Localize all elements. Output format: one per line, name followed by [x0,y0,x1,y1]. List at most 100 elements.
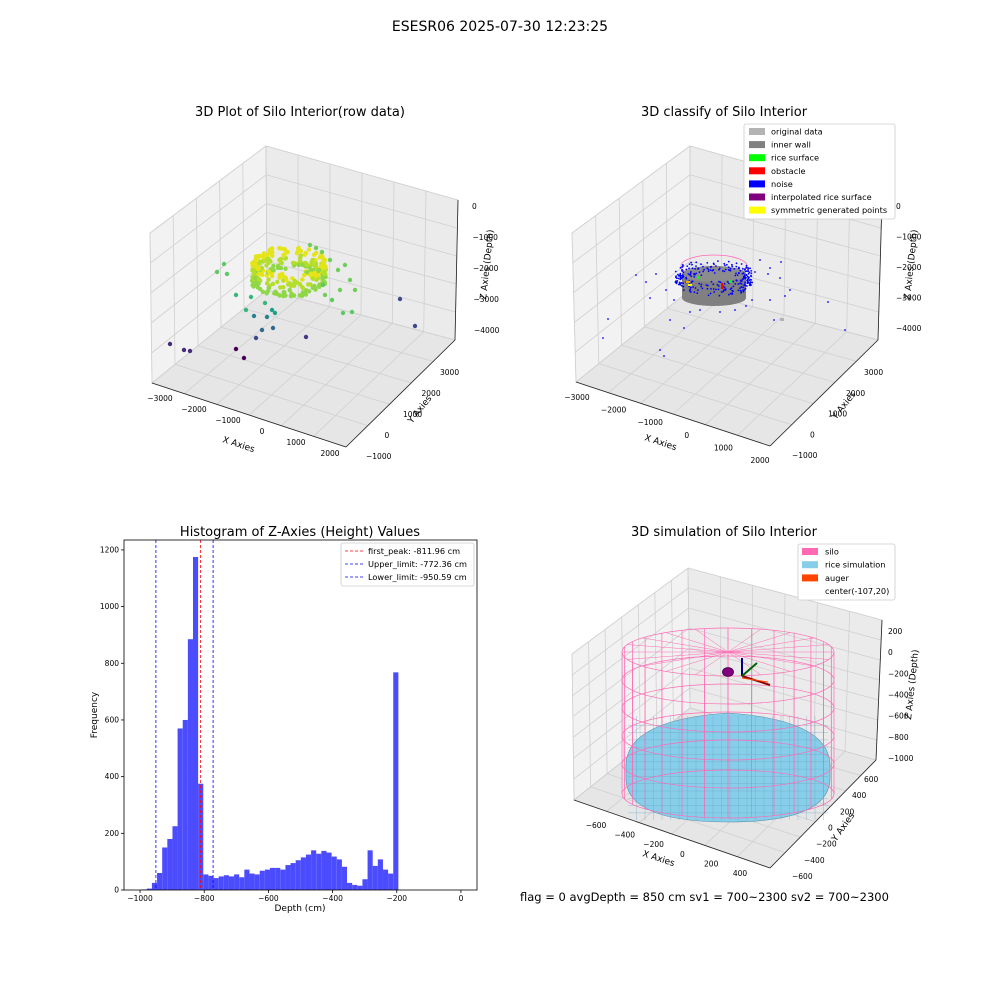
data-point [321,271,327,276]
noise-point [680,284,683,287]
histogram-bar [357,885,363,890]
noise-point [740,263,743,265]
noise-point [724,268,727,271]
noise-point [737,283,740,285]
data-point [287,281,292,286]
data-point [252,275,257,280]
noise-point [713,263,715,266]
z-tick-label: −4000 [896,324,922,333]
noise-point [691,263,693,266]
grid-line [640,306,753,404]
data-point [318,264,324,269]
grid-line [618,198,622,346]
data-point [302,272,307,278]
data-point [259,327,265,333]
legend-label: symmetric generated points [771,205,887,215]
data-point [268,259,273,264]
x-tick-label: 1000 [714,443,733,452]
data-point [256,281,261,286]
histogram-bar [352,884,358,890]
noise-point [773,319,775,321]
silo-roof-spoke [627,644,729,653]
data-point [347,277,353,283]
histogram-legend: first_peak: -811.96 cm Upper_limit: -772.… [340,542,475,587]
data-point [270,325,276,331]
silo-roof-spoke [642,637,729,653]
noise-point [688,267,690,270]
panel-raw-title: 3D Plot of Silo Interior(row data) [195,105,405,120]
z-axis-line [454,199,459,341]
noise-point [754,271,756,273]
data-point [291,282,296,287]
histogram-bar [203,874,209,890]
histogram-bar [182,719,188,890]
x-tick-label: −2000 [601,406,627,415]
noise-point [744,284,747,287]
z-axis-line [877,199,883,341]
noise-point [675,276,677,279]
grid-line [672,314,785,415]
noise-point [749,281,752,284]
noise-point [682,271,685,274]
noise-point [749,279,752,281]
center-axis-y [741,662,758,677]
noise-point [767,273,769,275]
noise-point [694,267,696,270]
legend-label: silo [825,547,839,557]
data-point [264,291,269,296]
z-tick-label: −800 [888,733,909,742]
silo-roof-spoke [627,651,729,660]
noise-point [733,268,736,270]
noise-point [717,288,720,291]
x-tick-label: −600 [258,894,279,903]
noise-point [707,270,710,273]
noise-point [780,261,782,263]
noise-point [688,263,691,265]
histogram-bar [305,854,312,890]
noise-point [712,288,715,290]
y-axis-line [769,759,877,869]
noise-point [844,329,846,331]
data-point [268,246,274,252]
noise-point [645,281,647,283]
histogram-bar [228,876,235,890]
noise-point [737,272,740,274]
grid-line [184,298,299,394]
noise-point [663,355,665,357]
noise-point [747,267,750,269]
data-point [255,285,260,290]
noise-point [682,285,685,288]
noise-point [693,291,696,293]
data-point [313,245,319,251]
noise-point [746,266,748,269]
data-point [296,262,301,268]
histogram-bar [270,867,276,890]
noise-point [718,267,721,270]
noise-point [751,299,753,301]
noise-point [740,280,743,283]
grid-line [572,587,882,676]
grid-line [313,331,424,437]
noise-point [722,290,725,293]
noise-point [745,270,748,272]
grid-line [571,232,577,383]
x-tick-label: −1000 [127,894,153,903]
grid-line [360,172,363,316]
noise-point [734,309,736,311]
noise-point [739,269,742,272]
noise-point [701,287,704,290]
y-tick-label: 800 [105,659,120,668]
noise-point [747,272,750,275]
grid-line [571,567,883,655]
silo-roof-spoke [727,637,814,653]
noise-point [706,262,709,264]
noise-point [734,283,737,285]
histogram-bar [290,863,296,890]
noise-point [745,264,748,267]
x-tick-label: 1000 [286,438,305,447]
data-point [298,248,304,254]
noise-point [680,282,683,284]
data-point [300,262,305,267]
noise-point [741,278,744,281]
grid-line [751,585,754,726]
